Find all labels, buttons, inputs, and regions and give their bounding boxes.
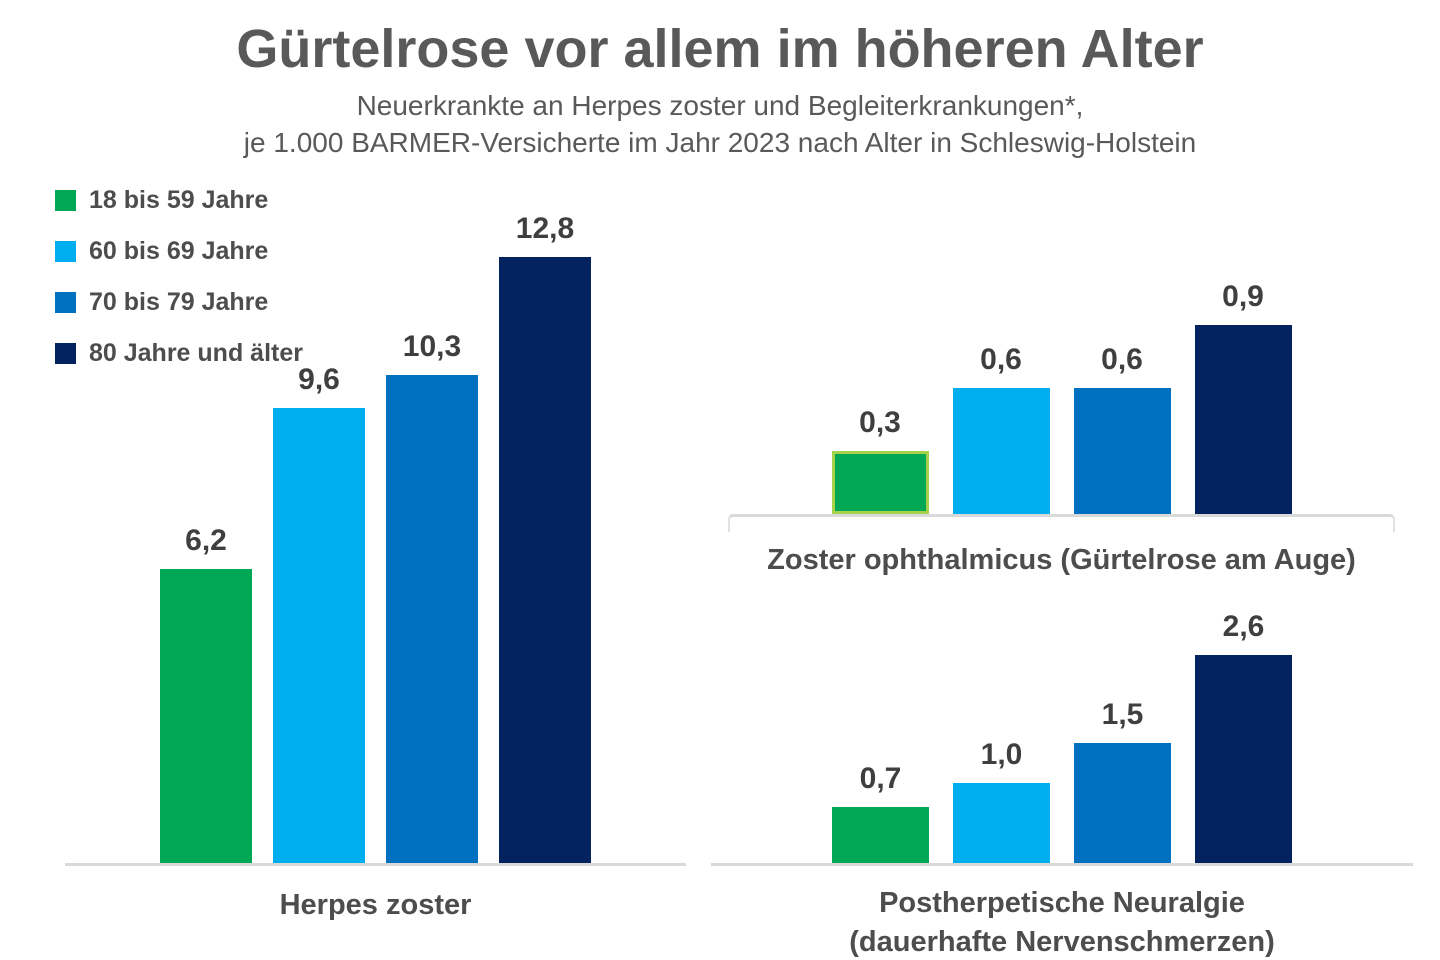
category-label-line: Zoster ophthalmicus (Gürtelrose am Auge) [767, 544, 1356, 576]
bar-group-zoster-ophthalmicus-2: 0,6 [1073, 343, 1171, 514]
legend-swatch-icon [55, 189, 76, 211]
legend-item-label: 80 Jahre und älter [89, 338, 303, 367]
value-label: 0,7 [859, 762, 902, 795]
chart-zoster-ophthalmicus: 0,3 0,6 0,6 0,9 Zoster ophthalmicus (Gürtelr… [728, 262, 1395, 580]
value-label: 12,8 [515, 212, 575, 245]
bar-group-herpes-zoster-3: 12,8 [499, 212, 591, 863]
plot-area-herpes-zoster: 6,2 9,6 10,3 12,8 [65, 200, 686, 863]
x-axis-baseline [711, 863, 1413, 866]
subtitle-line-1: Neuerkrankte an Herpes zoster und Beglei… [356, 90, 1084, 121]
category-label-postherpetische-neuralgie: Postherpetische Neuralgie (dauerhafte Ner… [711, 884, 1413, 960]
bar-group-herpes-zoster-2: 10,3 [386, 330, 478, 863]
value-label: 6,2 [185, 524, 227, 557]
category-label-zoster-ophthalmicus: Zoster ophthalmicus (Gürtelrose am Auge) [728, 541, 1395, 580]
bar-group-postherpetische-neuralgie-2: 1,5 [1074, 698, 1171, 863]
chart-postherpetische-neuralgie: 0,7 1,0 1,5 2,6 Postherpetische Neuralgie (da… [711, 603, 1413, 960]
legend-item-0: 18 bis 59 Jahre [55, 186, 303, 214]
value-label: 0,3 [859, 406, 901, 439]
legend-item-label: 60 bis 69 Jahre [89, 236, 269, 265]
bar-group-zoster-ophthalmicus-0: 0,3 [831, 406, 929, 514]
bar-herpes-zoster-1 [273, 408, 365, 863]
value-label: 9,6 [298, 363, 340, 396]
bar-zoster-ophthalmicus-3 [1194, 325, 1292, 514]
value-label: 0,6 [980, 343, 1022, 376]
legend-item-1: 60 bis 69 Jahre [55, 237, 303, 265]
bar-group-herpes-zoster-0: 6,2 [160, 524, 252, 863]
legend-swatch-icon [55, 291, 76, 313]
bar-group-postherpetische-neuralgie-0: 0,7 [832, 762, 929, 863]
bar-herpes-zoster-2 [386, 375, 478, 863]
value-label: 0,6 [1101, 343, 1143, 376]
x-axis-baseline [728, 514, 1395, 532]
legend-item-3: 80 Jahre und älter [55, 339, 303, 367]
value-label: 0,9 [1222, 280, 1264, 313]
bar-zoster-ophthalmicus-0 [831, 451, 929, 514]
category-label-herpes-zoster: Herpes zoster [65, 886, 686, 925]
value-label: 1,0 [980, 738, 1023, 771]
bar-zoster-ophthalmicus-2 [1073, 388, 1171, 514]
bar-postherpetische-neuralgie-3 [1195, 655, 1292, 863]
legend-swatch-icon [55, 342, 76, 364]
legend-swatch-icon [55, 240, 76, 262]
legend: 18 bis 59 Jahre 60 bis 69 Jahre 70 bis 79 … [55, 186, 303, 393]
bar-postherpetische-neuralgie-0 [832, 807, 929, 863]
value-label: 2,6 [1222, 610, 1265, 643]
legend-item-2: 70 bis 79 Jahre [55, 288, 303, 316]
page-title: Gürtelrose vor allem im höheren Alter [236, 19, 1204, 79]
bar-postherpetische-neuralgie-2 [1074, 743, 1171, 863]
plot-area-postherpetische-neuralgie: 0,7 1,0 1,5 2,6 [711, 603, 1413, 863]
bar-group-zoster-ophthalmicus-1: 0,6 [952, 343, 1050, 514]
plot-area-zoster-ophthalmicus: 0,3 0,6 0,6 0,9 [728, 262, 1395, 514]
legend-item-label: 70 bis 79 Jahre [89, 287, 269, 316]
value-label: 10,3 [402, 330, 462, 363]
bar-herpes-zoster-0 [160, 569, 252, 863]
bar-herpes-zoster-3 [499, 257, 591, 863]
category-label-line: Herpes zoster [279, 889, 472, 921]
bar-zoster-ophthalmicus-1 [952, 388, 1050, 514]
legend-item-label: 18 bis 59 Jahre [89, 185, 269, 214]
x-axis-baseline [65, 863, 686, 866]
category-label-line: (dauerhafte Nervenschmerzen) [849, 926, 1275, 958]
bar-group-postherpetische-neuralgie-1: 1,0 [953, 738, 1050, 863]
chart-herpes-zoster: 6,2 9,6 10,3 12,8 Herpes zoster [65, 200, 686, 925]
bar-postherpetische-neuralgie-1 [953, 783, 1050, 863]
category-label-line: Postherpetische Neuralgie [879, 887, 1245, 919]
value-label: 1,5 [1101, 698, 1144, 731]
bar-group-postherpetische-neuralgie-3: 2,6 [1195, 610, 1292, 863]
bar-group-zoster-ophthalmicus-3: 0,9 [1194, 280, 1292, 514]
subtitle-line-2: je 1.000 BARMER-Versicherte im Jahr 2023… [243, 127, 1197, 158]
bar-group-herpes-zoster-1: 9,6 [273, 363, 365, 863]
chart-subtitle: Neuerkrankte an Herpes zoster und Beglei… [0, 87, 1440, 161]
